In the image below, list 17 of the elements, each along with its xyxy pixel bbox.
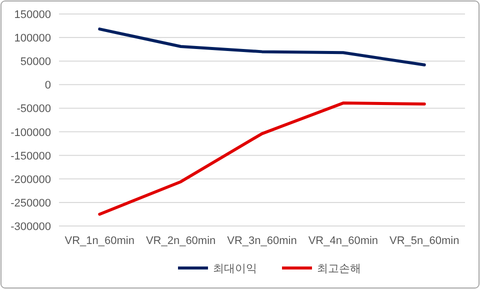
x-tick-label: VR_3n_60min: [227, 235, 297, 247]
x-tick-label: VR_2n_60min: [146, 235, 216, 247]
y-tick-label: -300000: [10, 221, 51, 233]
y-tick-label: 100000: [14, 32, 51, 45]
y-tick-label: -200000: [10, 174, 51, 186]
y-tick-label: -250000: [10, 197, 51, 210]
x-tick-label: VR_5n_60min: [390, 235, 460, 247]
x-tick-label: VR_1n_60min: [64, 235, 134, 247]
legend-label: 최고손해: [317, 263, 361, 275]
y-tick-label: -150000: [10, 150, 51, 162]
y-tick-label: -100000: [10, 126, 51, 139]
x-tick-label: VR_4n_60min: [308, 235, 378, 247]
y-tick-label: 150000: [14, 9, 51, 21]
legend-label: 최대이익: [213, 263, 257, 275]
y-tick-label: -50000: [16, 103, 51, 116]
y-tick-label: 0: [44, 80, 51, 92]
y-tick-label: 50000: [20, 56, 51, 68]
